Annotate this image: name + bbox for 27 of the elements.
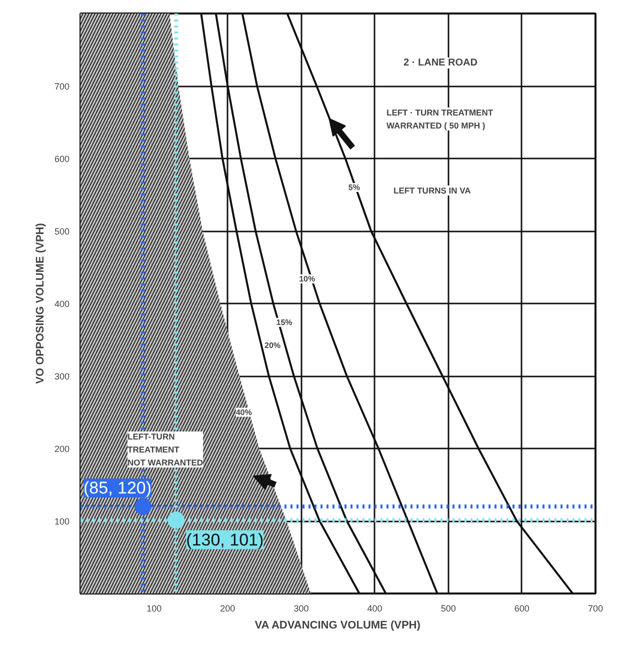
y-tick-label: 100 <box>54 516 70 526</box>
annotation: (130, 101) <box>186 530 264 550</box>
y-axis-title: VO OPPOSING VOLUME (VPH) <box>34 222 46 384</box>
annotation: 20% <box>264 341 281 350</box>
annotation: 2 · LANE ROAD <box>404 58 478 68</box>
annotation: LEFT · TURN TREATMENT WARRANTED ( 50 MPH ) <box>386 108 494 130</box>
annotation: 5% <box>348 183 360 192</box>
annotation: LEFT-TURN TREATMENT NOT WARRANTED <box>128 432 204 468</box>
x-tick-label: 600 <box>514 604 530 614</box>
x-tick-label: 100 <box>146 604 162 614</box>
y-tick-label: 600 <box>54 154 70 164</box>
y-tick-label: 400 <box>54 299 70 309</box>
x-tick-label: 700 <box>588 604 604 614</box>
annotation: 10% <box>299 274 316 284</box>
x-tick-label: 200 <box>220 604 236 614</box>
x-axis-title: VA ADVANCING VOLUME (VPH) <box>254 620 421 632</box>
x-tick-label: 500 <box>440 604 456 614</box>
annotation: 15% <box>276 318 292 327</box>
annotation: LEFT TURNS IN VA <box>394 186 471 196</box>
annotation: 40% <box>236 408 252 417</box>
y-tick-label: 500 <box>54 226 70 236</box>
x-tick-label: 300 <box>294 604 309 614</box>
y-tick-label: 300 <box>54 372 70 382</box>
y-tick-label: 700 <box>54 82 70 92</box>
annotation: (85, 120) <box>84 478 152 498</box>
x-tick-label: 400 <box>367 604 382 614</box>
y-tick-label: 200 <box>54 444 70 454</box>
